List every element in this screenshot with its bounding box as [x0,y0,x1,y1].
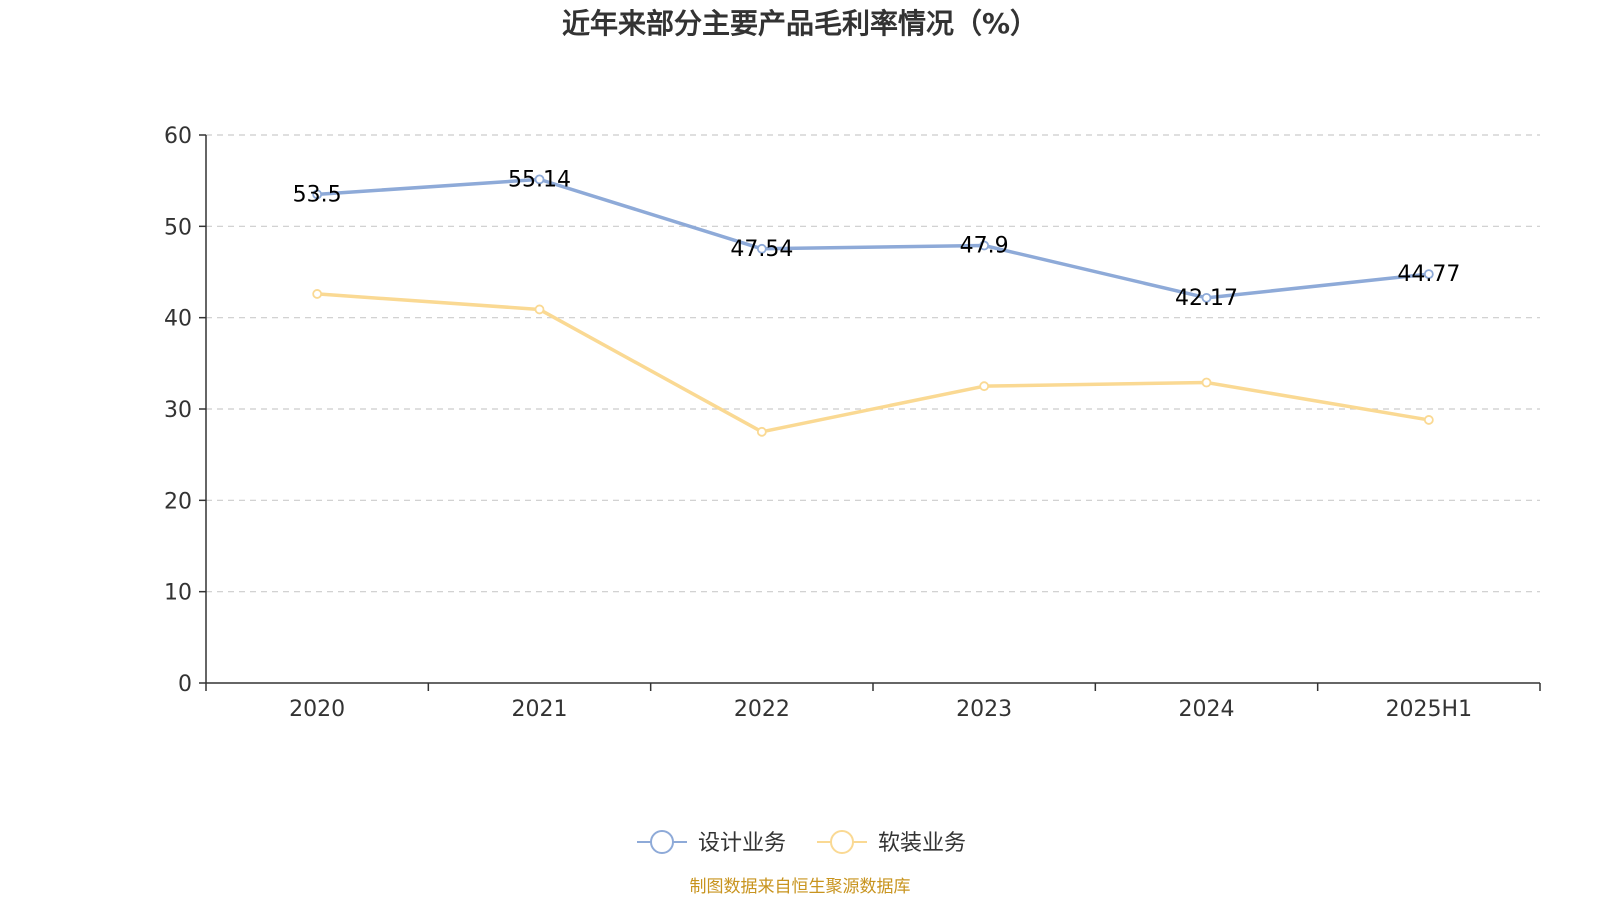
series-2-point-2023 [979,381,990,392]
series-1-point-2021 [534,174,545,185]
source-note: 制图数据来自恒生聚源数据库 [690,877,911,897]
y-tick-label-0: 0 [178,672,192,697]
axes: 0 10 20 30 40 50 60 2020 2021 2022 2023 2024 2025H1 [164,124,1541,722]
series [312,174,1434,437]
data-labels: 53.5 55.14 47.54 47.9 42.17 44.77 [293,167,1461,310]
legend-marker-2 [830,830,854,854]
series-line-2 [317,292,1430,434]
series-1-point-2024 [1201,292,1212,303]
data-label-2022: 47.54 [730,237,793,262]
y-tick-label-40: 40 [164,307,192,332]
series-1-point-2022 [756,243,767,254]
data-label-2023: 47.9 [960,234,1009,259]
y-tick-label-60: 60 [164,124,192,149]
x-tick-label-2025H1: 2025H1 [1386,697,1473,722]
grid-lines [206,134,1540,593]
y-tick-label-10: 10 [164,581,192,606]
data-label-2020: 53.5 [293,182,342,207]
legend: 设计业务 软装业务 [637,830,966,856]
series-2-point-2024 [1201,377,1212,388]
data-label-2024: 42.17 [1175,286,1238,311]
series-2-point-2021 [534,304,545,315]
y-tick-label-50: 50 [164,215,192,240]
series-2-point-2020 [312,289,323,299]
series-line-1 [317,177,1430,300]
y-tick-label-20: 20 [164,489,192,514]
legend-marker-1 [650,830,674,854]
chart-title: 近年来部分主要产品毛利率情况（%） [562,7,1038,40]
data-label-2025H1: 44.77 [1397,262,1460,287]
x-tick-label-2020: 2020 [289,697,345,722]
series-2-point-2025H1 [1423,415,1434,425]
x-tick-label-2021: 2021 [512,697,568,722]
x-tick-label-2024: 2024 [1179,697,1235,722]
x-tick-label-2023: 2023 [956,697,1012,722]
y-tick-label-30: 30 [164,398,192,423]
legend-label-1: 设计业务 [698,831,786,856]
series-1-point-2025H1 [1423,269,1434,280]
legend-label-2: 软装业务 [878,831,966,856]
series-2-point-2022 [756,426,767,437]
x-tick-label-2022: 2022 [734,697,790,722]
data-label-2021: 55.14 [508,167,571,192]
series-1-point-2020 [312,189,323,200]
series-1-point-2023 [979,240,990,251]
